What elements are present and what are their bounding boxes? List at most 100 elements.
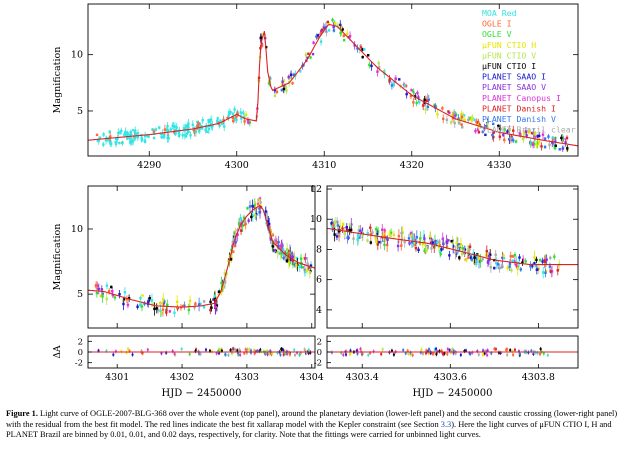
data-point [248,121,252,124]
data-point [549,270,552,273]
data-point [136,305,139,308]
data-point [231,112,235,116]
data-point [470,258,474,261]
data-point [535,143,538,146]
residual-point [429,352,432,355]
data-point [533,262,536,265]
x-tick-label: 4303 [235,372,259,383]
residual-point [97,349,100,352]
data-point [330,224,333,227]
data-point [332,223,335,227]
data-point [357,234,360,238]
data-point [247,219,250,222]
x-tick-label: 4303.4 [346,372,379,383]
data-point [291,82,294,85]
data-point [264,212,267,216]
data-point [500,264,504,267]
residual-point [342,353,345,356]
residual-point [246,348,249,351]
data-point [445,118,449,122]
residual-point [303,348,306,351]
data-point [106,138,109,142]
data-point [187,130,190,133]
data-point [388,233,391,236]
data-point [110,142,113,145]
data-point [394,77,398,80]
residual-point [264,351,267,354]
data-point [375,240,378,244]
data-point [375,228,378,231]
residual-point [381,348,384,351]
data-point [368,63,371,67]
data-point [467,246,470,249]
data-point [253,201,257,204]
data-point [244,222,247,225]
y-tick-label: 10 [310,214,322,225]
residual-point [288,353,291,356]
data-point [377,61,380,65]
residual-point [284,352,287,355]
residual-point [380,353,383,356]
residual-point [307,348,310,351]
data-point [481,257,484,261]
data-point [220,122,224,125]
data-point [450,239,453,243]
data-point [123,133,126,136]
data-point [530,131,534,135]
data-point [207,118,210,122]
data-point [231,245,234,248]
plot-frame [326,185,579,329]
data-point [143,140,147,143]
data-point [404,84,408,88]
data-point [201,119,204,122]
data-point [199,127,203,130]
residual-point [227,354,230,357]
data-point [282,87,286,91]
data-point [198,130,201,133]
x-axis-label: HJD − 2450000 [412,388,492,399]
data-point [292,73,296,77]
data-point [403,240,406,244]
data-point [305,269,309,272]
residual-point [486,349,489,352]
residual-point [307,352,310,355]
residual-point [266,353,269,356]
data-point [165,311,168,314]
residual-point [509,349,512,352]
data-point [166,303,169,307]
data-point [369,233,373,236]
residual-point [360,353,363,356]
data-point [152,136,156,140]
data-point [366,239,369,242]
data-point [377,66,381,69]
data-point [484,133,487,137]
data-point [474,129,477,133]
x-tick-label: 4303.6 [434,372,467,383]
residual-point [425,352,428,355]
data-point [426,96,429,99]
data-point [117,131,120,135]
data-point [110,285,113,289]
residual-point [112,353,115,356]
section-link[interactable]: 3.3 [440,419,452,429]
residual-point [249,349,252,352]
residual-point [208,349,211,352]
data-point [163,300,166,303]
data-point [409,94,413,98]
data-point [99,294,102,298]
y-axis-label: Magnification [52,224,63,291]
data-point [270,232,273,236]
residual-point [266,350,269,353]
residual-point [215,352,218,355]
data-point [304,256,307,260]
data-point [502,257,506,260]
data-point [287,251,290,255]
data-point [356,47,359,50]
data-point [346,236,349,239]
data-point [136,132,140,135]
data-point [527,130,531,134]
data-point [424,108,427,111]
data-point [167,129,170,133]
data-point [451,241,454,244]
data-point [524,260,527,263]
